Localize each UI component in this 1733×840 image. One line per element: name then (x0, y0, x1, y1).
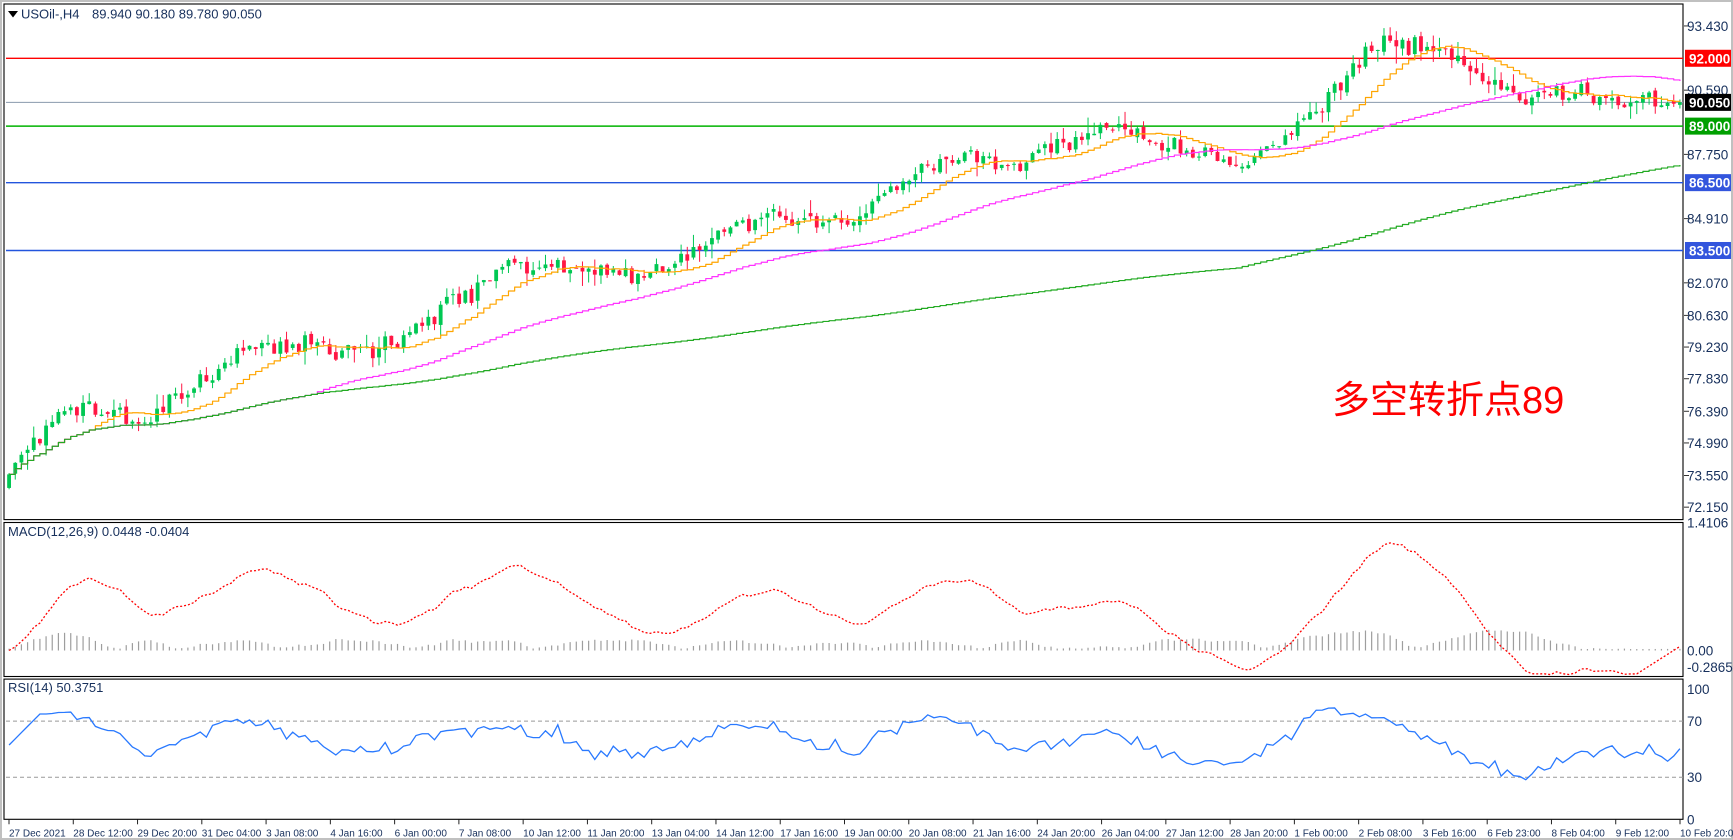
svg-text:83.500: 83.500 (1689, 243, 1730, 258)
svg-text:20 Jan 08:00: 20 Jan 08:00 (909, 828, 967, 839)
svg-text:21 Jan 16:00: 21 Jan 16:00 (973, 828, 1031, 839)
svg-text:90.050: 90.050 (1689, 95, 1730, 110)
svg-text:73.550: 73.550 (1687, 469, 1728, 484)
svg-text:RSI(14) 50.3751: RSI(14) 50.3751 (8, 680, 103, 695)
svg-text:2 Feb 08:00: 2 Feb 08:00 (1359, 828, 1413, 839)
svg-text:-0.2865: -0.2865 (1687, 660, 1733, 675)
svg-text:6 Feb 23:00: 6 Feb 23:00 (1487, 828, 1541, 839)
svg-text:70: 70 (1687, 714, 1702, 729)
svg-text:86.500: 86.500 (1689, 176, 1730, 191)
svg-text:7 Jan 08:00: 7 Jan 08:00 (459, 828, 512, 839)
svg-text:27 Dec 2021: 27 Dec 2021 (9, 828, 66, 839)
svg-text:27 Jan 12:00: 27 Jan 12:00 (1166, 828, 1224, 839)
svg-text:74.990: 74.990 (1687, 436, 1728, 451)
svg-text:76.390: 76.390 (1687, 404, 1728, 419)
svg-text:0: 0 (1687, 812, 1695, 827)
svg-text:4 Jan 16:00: 4 Jan 16:00 (330, 828, 383, 839)
svg-text:80.630: 80.630 (1687, 308, 1728, 323)
svg-text:92.000: 92.000 (1689, 51, 1730, 66)
svg-text:79.230: 79.230 (1687, 340, 1728, 355)
svg-text:9 Feb 12:00: 9 Feb 12:00 (1616, 828, 1670, 839)
svg-text:USOil-,H4: USOil-,H4 (21, 7, 80, 22)
svg-text:MACD(12,26,9) 0.0448 -0.0404: MACD(12,26,9) 0.0448 -0.0404 (8, 524, 189, 539)
svg-text:89.940 90.180 89.780 90.050: 89.940 90.180 89.780 90.050 (92, 7, 262, 22)
svg-text:19 Jan 00:00: 19 Jan 00:00 (845, 828, 903, 839)
svg-text:26 Jan 04:00: 26 Jan 04:00 (1102, 828, 1160, 839)
svg-text:24 Jan 20:00: 24 Jan 20:00 (1037, 828, 1095, 839)
svg-text:87.750: 87.750 (1687, 147, 1728, 162)
svg-text:31 Dec 04:00: 31 Dec 04:00 (202, 828, 262, 839)
svg-text:93.430: 93.430 (1687, 19, 1728, 34)
svg-text:29 Dec 20:00: 29 Dec 20:00 (138, 828, 198, 839)
svg-text:28 Jan 20:00: 28 Jan 20:00 (1230, 828, 1288, 839)
svg-text:13 Jan 04:00: 13 Jan 04:00 (652, 828, 710, 839)
svg-text:28 Dec 12:00: 28 Dec 12:00 (73, 828, 133, 839)
svg-text:84.910: 84.910 (1687, 212, 1728, 227)
svg-text:10 Feb 20:00: 10 Feb 20:00 (1680, 828, 1733, 839)
svg-text:1.4106: 1.4106 (1687, 516, 1728, 531)
svg-text:1 Feb 00:00: 1 Feb 00:00 (1294, 828, 1348, 839)
svg-text:82.070: 82.070 (1687, 276, 1728, 291)
svg-text:30: 30 (1687, 770, 1702, 785)
svg-text:14 Jan 12:00: 14 Jan 12:00 (716, 828, 774, 839)
svg-text:17 Jan 16:00: 17 Jan 16:00 (780, 828, 838, 839)
svg-text:10 Jan 12:00: 10 Jan 12:00 (523, 828, 581, 839)
svg-text:3 Jan 08:00: 3 Jan 08:00 (266, 828, 319, 839)
svg-text:0.00: 0.00 (1687, 644, 1713, 659)
svg-text:89.000: 89.000 (1689, 119, 1730, 134)
svg-text:8 Feb 04:00: 8 Feb 04:00 (1551, 828, 1605, 839)
svg-text:多空转折点89: 多空转折点89 (1332, 380, 1564, 422)
svg-text:3 Feb 16:00: 3 Feb 16:00 (1423, 828, 1477, 839)
svg-text:6 Jan 00:00: 6 Jan 00:00 (395, 828, 448, 839)
svg-text:72.150: 72.150 (1687, 500, 1728, 515)
svg-text:100: 100 (1687, 682, 1710, 697)
svg-text:11 Jan 20:00: 11 Jan 20:00 (587, 828, 645, 839)
svg-text:77.830: 77.830 (1687, 372, 1728, 387)
